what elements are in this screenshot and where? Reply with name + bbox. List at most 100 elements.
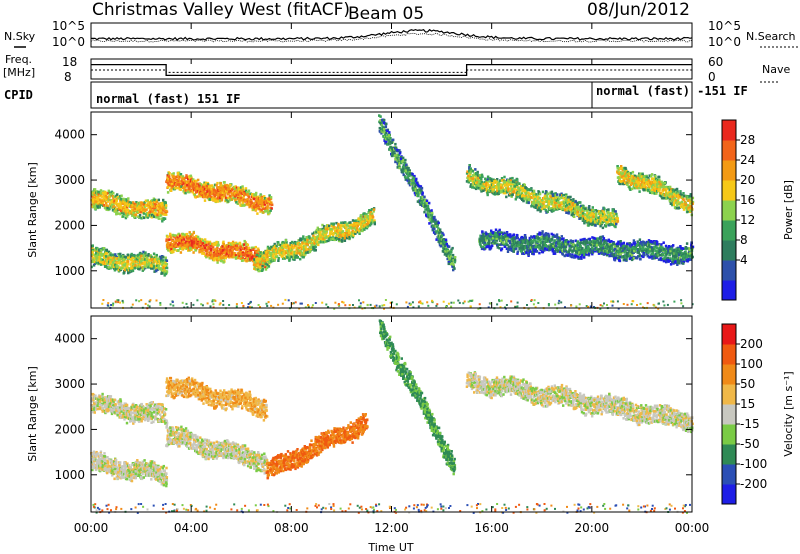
power-cell — [125, 210, 128, 213]
power-cell — [216, 190, 219, 194]
power-cell — [113, 267, 116, 270]
power-cell — [142, 265, 146, 269]
power-cell — [447, 251, 451, 255]
power-cell — [567, 195, 570, 199]
power-cell — [214, 193, 217, 197]
power-cell — [231, 255, 235, 259]
power-cell — [156, 261, 159, 264]
power-cell — [215, 252, 218, 255]
power-cell — [393, 152, 396, 155]
power-cell — [237, 246, 240, 249]
power-cell — [144, 261, 148, 264]
power-cell — [176, 249, 180, 252]
power-cell — [150, 215, 154, 219]
power-cell — [557, 200, 560, 204]
power-cell — [188, 231, 191, 234]
power-cell — [544, 209, 547, 212]
power-cell — [413, 191, 417, 195]
power-cell — [516, 188, 519, 192]
power-cell — [332, 232, 335, 235]
power-cell — [110, 190, 114, 194]
power-cell — [265, 209, 268, 213]
power-cell — [497, 181, 501, 184]
power-cell — [404, 178, 408, 181]
power-cell — [471, 184, 474, 187]
power-cell — [254, 203, 258, 207]
power-cell — [187, 248, 191, 251]
cpid-mode-1: normal (fast) 151 IF — [96, 92, 241, 106]
power-cell — [366, 216, 369, 219]
power-cell — [167, 175, 171, 178]
power-cell — [352, 234, 355, 237]
power-cell — [292, 253, 296, 257]
power-cell — [563, 208, 567, 212]
power-cell — [274, 245, 277, 248]
power-cell — [554, 192, 557, 195]
power-cell — [101, 199, 104, 203]
power-cell — [133, 215, 136, 219]
power-cell — [384, 142, 387, 145]
power-cell — [248, 205, 251, 209]
power-cell — [230, 197, 234, 201]
power-cell — [414, 183, 417, 186]
power-cell — [135, 257, 138, 261]
power-cell — [568, 202, 571, 206]
power-cell — [495, 181, 498, 184]
power-cell — [439, 237, 442, 241]
power-cell — [386, 137, 389, 140]
power-cell — [196, 195, 199, 198]
power-cell — [452, 263, 455, 266]
power-cell — [199, 244, 203, 248]
power-cell — [140, 201, 143, 205]
power-cell — [356, 228, 359, 232]
power-cell — [195, 234, 198, 238]
power-cell — [102, 201, 105, 204]
power-cell — [414, 185, 417, 189]
power-cell — [511, 176, 514, 180]
power-cell — [134, 263, 137, 267]
power-cell — [202, 245, 206, 248]
power-cell — [328, 232, 332, 235]
power-cell — [383, 133, 387, 136]
power-cell — [117, 268, 120, 272]
power-cell — [524, 189, 527, 192]
power-cell — [269, 206, 272, 210]
power-cell — [483, 183, 486, 186]
power-cell — [227, 200, 230, 203]
power-cell — [385, 132, 388, 135]
power-cell — [561, 207, 564, 211]
power-cell — [404, 175, 407, 179]
power-cell — [131, 256, 134, 260]
power-cell — [124, 202, 127, 205]
power-cell — [259, 254, 263, 258]
power-cell — [146, 199, 149, 202]
power-cell — [420, 186, 424, 190]
power-cell — [443, 244, 446, 248]
power-cell — [163, 261, 166, 264]
power-cell — [538, 196, 541, 200]
power-cell — [126, 264, 129, 268]
power-cell — [173, 247, 176, 251]
power-cell — [97, 252, 100, 256]
power-cell — [244, 199, 247, 203]
power-cell — [289, 245, 292, 249]
power-cell — [234, 192, 237, 195]
power-cell — [189, 189, 192, 192]
power-cell — [567, 198, 570, 202]
power-cell — [197, 178, 200, 182]
power-cell — [496, 183, 500, 186]
power-cell — [165, 238, 168, 241]
power-cell — [128, 203, 132, 206]
freq-left-tick-bottom: 8 — [64, 70, 72, 84]
power-cell — [332, 223, 335, 226]
power-cell — [169, 241, 172, 245]
power-cell — [359, 216, 362, 219]
power-cell — [344, 221, 347, 224]
power-cell — [170, 180, 173, 184]
power-cell — [500, 179, 504, 182]
power-cell — [310, 243, 313, 247]
power-cell — [135, 255, 138, 258]
power-cell — [170, 250, 174, 253]
power-cell — [237, 196, 240, 199]
power-cell — [437, 227, 440, 230]
